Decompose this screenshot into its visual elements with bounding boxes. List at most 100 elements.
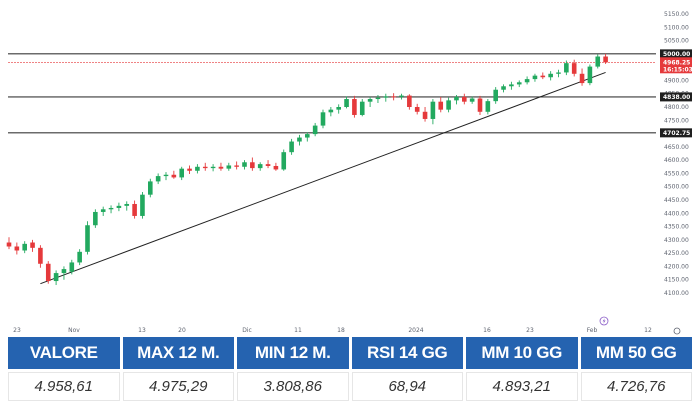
price-tick-label: 4300.00 [664, 237, 689, 244]
candle-body [399, 95, 404, 97]
stat-column-mm-10gg: MM 10 GG 4.893,21 [466, 337, 578, 401]
candle [564, 60, 569, 76]
candlestick-chart[interactable]: 5150.005100.005050.005000.004950.004900.… [0, 0, 700, 336]
candle-body [77, 251, 82, 263]
candle [45, 261, 51, 284]
candle [297, 134, 302, 146]
candle-body [61, 269, 67, 274]
level-tag-bg [660, 49, 692, 59]
candle-body [257, 164, 263, 169]
price-tick-label: 5100.00 [664, 24, 689, 31]
candle-body [501, 86, 506, 90]
price-tick-label: 5150.00 [664, 11, 689, 18]
candle [438, 96, 444, 113]
candle [218, 162, 224, 171]
candle-body [344, 99, 349, 107]
candle [501, 84, 506, 93]
candle [375, 95, 381, 104]
candle-body [148, 181, 153, 195]
candle [85, 221, 90, 255]
candle [257, 162, 263, 171]
candle-body [564, 63, 569, 73]
candle [6, 237, 12, 250]
candle [61, 266, 67, 280]
candle-body [202, 166, 208, 169]
price-tick-label: 4150.00 [664, 277, 689, 284]
stat-value: 4.975,29 [122, 372, 234, 401]
candle-body [273, 165, 279, 170]
candle [312, 122, 318, 137]
gear-icon [673, 327, 681, 335]
candle-body [38, 247, 43, 264]
time-tick-label: 12 [644, 327, 652, 334]
candle-body [532, 75, 538, 80]
price-tick-label: 4100.00 [664, 290, 689, 297]
candle [210, 164, 216, 172]
lightning-icon [599, 316, 609, 326]
candle [281, 149, 287, 171]
time-tick-label: 11 [294, 327, 302, 334]
time-tick-label: 13 [138, 327, 146, 334]
candle-body [250, 162, 255, 169]
candle [462, 93, 467, 105]
candle-body [171, 174, 177, 178]
candle-body [509, 84, 514, 87]
candle [603, 53, 608, 64]
stat-column-rsi-14gg: RSI 14 GG 68,94 [351, 337, 463, 401]
price-tick-label: 4500.00 [664, 184, 689, 191]
candle-body [422, 111, 428, 119]
candle-body [53, 273, 59, 282]
candle [336, 104, 341, 114]
price-tick-label: 4800.00 [664, 104, 689, 111]
candle-body [548, 73, 553, 78]
candle-body [430, 101, 436, 119]
candle [399, 93, 404, 100]
trendline-group [40, 71, 606, 285]
stat-header: MM 10 GG [466, 337, 578, 369]
candle-body [375, 97, 381, 100]
candle [202, 162, 208, 171]
candle-body [281, 152, 287, 170]
candle [289, 138, 294, 155]
candle [14, 242, 20, 255]
candle [414, 103, 420, 115]
stat-value: 4.726,76 [580, 372, 692, 401]
candle-body [45, 263, 51, 282]
price-tick-label: 4250.00 [664, 250, 689, 257]
level-tag: 4838.00 [660, 92, 692, 102]
candle-body [556, 72, 561, 74]
candle [391, 93, 396, 101]
candle [516, 80, 522, 88]
candle-body [155, 176, 161, 182]
candle [320, 109, 326, 129]
candle-body [367, 99, 373, 102]
time-tick-label: 23 [526, 327, 534, 334]
stat-column-max-12m: MAX 12 M. 4.975,29 [122, 337, 234, 401]
candle [344, 96, 349, 109]
candle [265, 160, 271, 169]
level-tag: 4702.75 [660, 128, 692, 138]
price-tick-label: 4550.00 [664, 170, 689, 177]
countdown-label: 16:15:03 [663, 66, 693, 73]
candle-body [571, 63, 577, 74]
candle-body [116, 205, 122, 208]
price-tick-label: 4200.00 [664, 263, 689, 270]
candle-body [30, 242, 35, 248]
last-price-tag-bg [660, 57, 692, 74]
time-tick-label: Dic [242, 327, 252, 334]
candle-body [312, 125, 318, 135]
candle-body [524, 79, 530, 83]
time-tick-label: 2024 [408, 327, 423, 334]
candle [77, 249, 82, 266]
candle [485, 99, 491, 115]
candle-body [579, 73, 585, 84]
candle [132, 200, 137, 219]
candle [234, 161, 239, 170]
candle [53, 270, 59, 286]
level-tag-bg [660, 92, 692, 102]
candle [587, 64, 593, 86]
candle-body [69, 262, 75, 272]
candle-body [438, 101, 444, 110]
candle-body [493, 89, 498, 102]
